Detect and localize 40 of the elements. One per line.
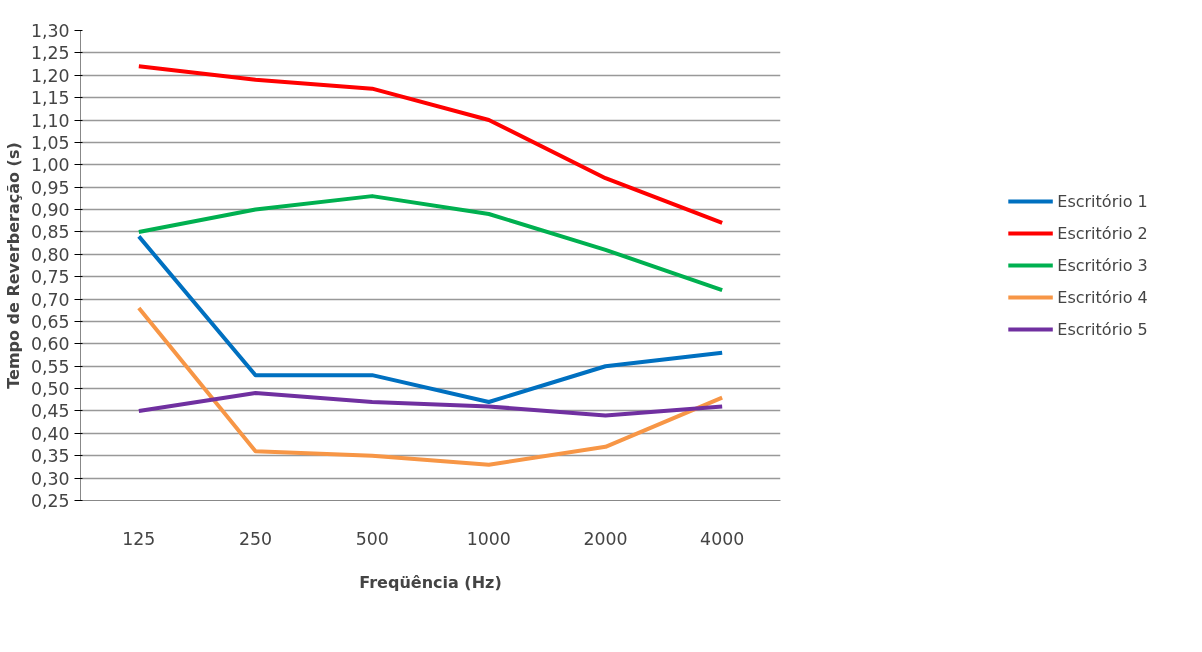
y-tick-label: 0,90 [30, 200, 70, 221]
y-tick-label: 1,25 [30, 43, 70, 64]
y-tick-label: 0,65 [30, 311, 70, 332]
y-tick-label: 1,30 [30, 21, 70, 41]
legend-label: Escritório 1 [1057, 191, 1148, 211]
y-tick-label: 1,05 [30, 132, 70, 153]
y-tick-label: 0,40 [30, 423, 70, 444]
legend-label: Escritório 2 [1057, 223, 1148, 243]
y-axis-title: Tempo de Reverberação (s) [3, 142, 23, 389]
y-tick-label: 0,30 [30, 468, 70, 489]
x-tick-label: 250 [238, 528, 273, 549]
y-tick-label: 0,45 [30, 401, 70, 422]
x-tick-label: 1000 [466, 528, 511, 549]
x-tick-label: 125 [122, 528, 156, 549]
y-tick-label: 0,70 [30, 289, 70, 310]
line-series [136, 391, 725, 418]
y-tick-label: 0,80 [30, 244, 70, 265]
y-tick-label: 0,50 [30, 379, 70, 400]
y-tick-label: 0,60 [30, 334, 70, 355]
legend-label: Escritório 4 [1057, 287, 1148, 307]
y-tick-label: 0,25 [30, 491, 70, 511]
legend-label: Escritório 5 [1057, 319, 1148, 339]
x-tick-label: 4000 [700, 528, 745, 549]
line-series [136, 194, 725, 293]
line-series [136, 64, 725, 225]
x-tick-label: 500 [355, 528, 389, 549]
y-tick-label: 0,85 [30, 222, 70, 243]
y-tick-label: 1,20 [30, 65, 70, 86]
x-tick-label: 2000 [583, 528, 628, 549]
y-tick-label: 0,75 [30, 267, 70, 288]
line-series [136, 306, 725, 467]
x-axis-title: Freqüência (Hz) [359, 572, 502, 592]
line-series [136, 234, 725, 405]
y-tick-label: 1,10 [30, 110, 70, 131]
y-tick-label: 0,55 [30, 356, 70, 377]
y-tick-label: 1,00 [30, 155, 70, 176]
y-tick-label: 1,15 [30, 88, 70, 109]
legend-label: Escritório 3 [1057, 255, 1148, 275]
y-tick-label: 0,95 [30, 177, 70, 198]
y-tick-label: 0,35 [30, 446, 70, 467]
